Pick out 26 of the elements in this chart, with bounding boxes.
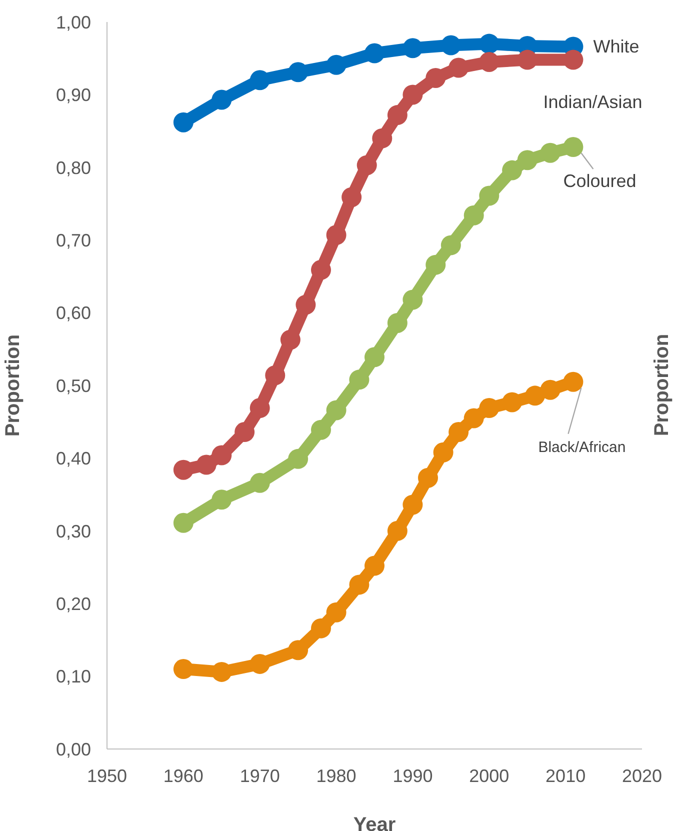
y-tick-label: 0,00 — [56, 739, 91, 760]
y-tick-label: 0,80 — [56, 158, 91, 178]
y-tick-label: 0,90 — [56, 85, 91, 106]
y-tick-label: 0,30 — [56, 521, 91, 542]
y-tick-label: 0,20 — [56, 594, 91, 614]
x-tick-label: 2010 — [546, 766, 586, 786]
x-tick-label: 1980 — [316, 766, 356, 786]
series-label: White — [593, 36, 640, 57]
y-tick-label: 1,00 — [56, 12, 91, 32]
y-tick-label: 0,70 — [56, 230, 91, 250]
series-label: Indian/Asian — [543, 92, 642, 112]
series-label: Coloured — [563, 171, 636, 192]
y-axis-title: Proportion — [2, 334, 24, 437]
text: Proportion — [651, 334, 673, 436]
y-tick-label: 0,50 — [56, 376, 91, 396]
x-tick-label: 2020 — [622, 766, 662, 786]
x-tick-label: 1960 — [163, 766, 204, 786]
y-tick-label: 0,40 — [56, 448, 91, 469]
x-axis-title: Year — [353, 814, 396, 831]
x-tick-label: 2000 — [469, 766, 510, 786]
x-tick-label: 1970 — [240, 766, 280, 786]
y-tick-label: 0,10 — [56, 666, 91, 687]
x-tick-label: 1950 — [86, 766, 128, 786]
text: Black/African — [538, 438, 626, 456]
y-tick-label: 0,60 — [56, 303, 91, 324]
x-tick-label: 1990 — [392, 766, 433, 786]
